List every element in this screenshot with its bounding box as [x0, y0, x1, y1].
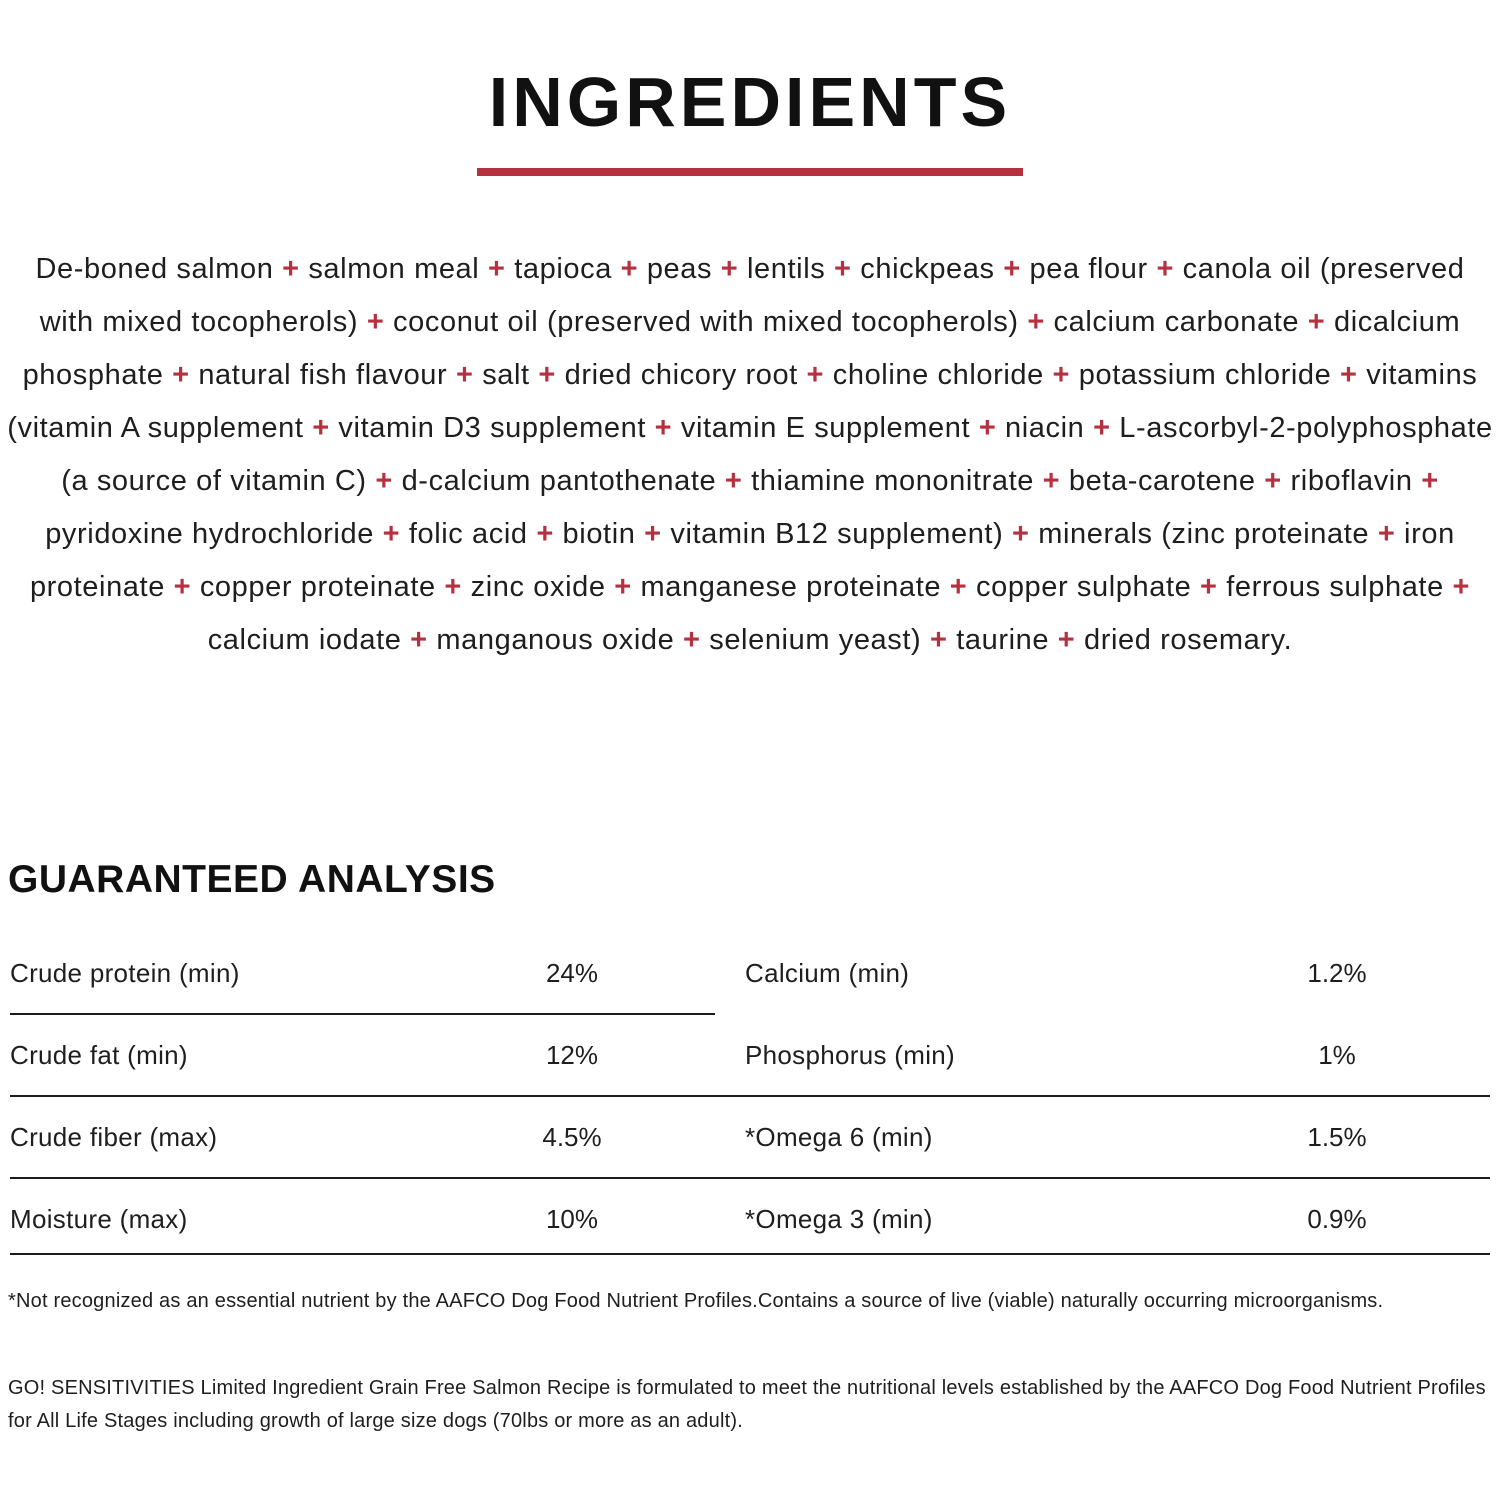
plus-separator: + [1027, 306, 1045, 338]
plus-separator: + [173, 571, 192, 603]
plus-separator: + [1340, 359, 1358, 391]
plus-separator: + [366, 306, 385, 338]
analysis-value: 12% [545, 1039, 599, 1070]
plus-separator: + [282, 253, 300, 285]
analysis-row-omega6: *Omega 6 (min) 1.5% [730, 1096, 1490, 1178]
plus-separator: + [620, 253, 639, 285]
plus-separator: + [834, 253, 852, 285]
analysis-label: Phosphorus (min) [745, 1039, 955, 1070]
plus-separator: + [538, 359, 556, 391]
guaranteed-analysis-heading: GUARANTEED ANALYSIS [8, 858, 496, 901]
plus-separator: + [1156, 253, 1174, 285]
plus-separator: + [720, 253, 739, 285]
analysis-label: Crude fiber (max) [10, 1121, 218, 1152]
plus-separator: + [172, 359, 190, 391]
analysis-table-right: Calcium (min) 1.2% Phosphorus (min) 1% *… [730, 932, 1490, 1260]
table-divider-row3 [10, 1177, 1490, 1179]
plus-separator: + [949, 571, 968, 603]
analysis-table-left: Crude protein (min) 24% Crude fat (min) … [10, 932, 715, 1260]
aafco-footnote: *Not recognized as an essential nutrient… [8, 1290, 1384, 1312]
plus-separator: + [1452, 571, 1471, 603]
analysis-row-crude-protein: Crude protein (min) 24% [10, 932, 715, 1014]
analysis-label: Crude fat (min) [10, 1039, 188, 1070]
analysis-value: 1.2% [1307, 957, 1367, 988]
plus-separator: + [683, 624, 701, 656]
plus-separator: + [455, 359, 474, 391]
analysis-row-moisture: Moisture (max) 10% [10, 1178, 715, 1260]
plus-separator: + [375, 465, 393, 497]
analysis-label: Crude protein (min) [10, 957, 240, 988]
analysis-value: 24% [545, 957, 599, 988]
plus-separator: + [1057, 624, 1076, 656]
plus-separator: + [1093, 412, 1111, 444]
plus-separator: + [382, 518, 401, 550]
plus-separator: + [1421, 465, 1439, 497]
analysis-row-calcium: Calcium (min) 1.2% [730, 932, 1490, 1014]
analysis-label: Moisture (max) [10, 1203, 188, 1234]
plus-separator: + [410, 624, 428, 656]
plus-separator: + [312, 412, 330, 444]
formulation-footnote: GO! SENSITIVITIES Limited Ingredient Gra… [8, 1377, 1486, 1432]
table-divider-row4 [10, 1253, 1490, 1255]
title-underline-rule [477, 168, 1023, 176]
plus-separator: + [1052, 359, 1071, 391]
analysis-label: Calcium (min) [745, 957, 910, 988]
analysis-label: *Omega 6 (min) [745, 1121, 933, 1152]
analysis-value: 10% [545, 1203, 599, 1234]
analysis-row-omega3: *Omega 3 (min) 0.9% [730, 1178, 1490, 1260]
plus-separator: + [1200, 571, 1218, 603]
analysis-row-crude-fiber: Crude fiber (max) 4.5% [10, 1096, 715, 1178]
ingredients-title: INGREDIENTS [488, 63, 1012, 141]
plus-separator: + [536, 518, 554, 550]
plus-separator: + [978, 412, 997, 444]
plus-separator: + [444, 571, 462, 603]
analysis-row-phosphorus: Phosphorus (min) 1% [730, 1014, 1490, 1096]
analysis-value: 4.5% [542, 1121, 602, 1152]
plus-separator: + [1307, 306, 1326, 338]
table-divider-row1-left [10, 1013, 715, 1015]
analysis-value: 1% [1318, 1039, 1356, 1070]
plus-separator: + [1377, 518, 1396, 550]
analysis-value: 0.9% [1307, 1203, 1367, 1234]
plus-separator: + [1264, 465, 1282, 497]
plus-separator: + [806, 359, 825, 391]
plus-separator: + [724, 465, 743, 497]
analysis-value: 1.5% [1307, 1121, 1367, 1152]
plus-separator: + [488, 253, 506, 285]
plus-separator: + [614, 571, 632, 603]
plus-separator: + [929, 624, 948, 656]
table-divider-row2 [10, 1095, 1490, 1097]
plus-separator: + [1042, 465, 1061, 497]
plus-separator: + [644, 518, 662, 550]
analysis-row-crude-fat: Crude fat (min) 12% [10, 1014, 715, 1096]
ingredients-paragraph: De-boned salmon + salmon meal + tapioca … [7, 253, 1493, 656]
plus-separator: + [654, 412, 673, 444]
plus-separator: + [1012, 518, 1030, 550]
analysis-label: *Omega 3 (min) [745, 1203, 933, 1234]
plus-separator: + [1003, 253, 1021, 285]
